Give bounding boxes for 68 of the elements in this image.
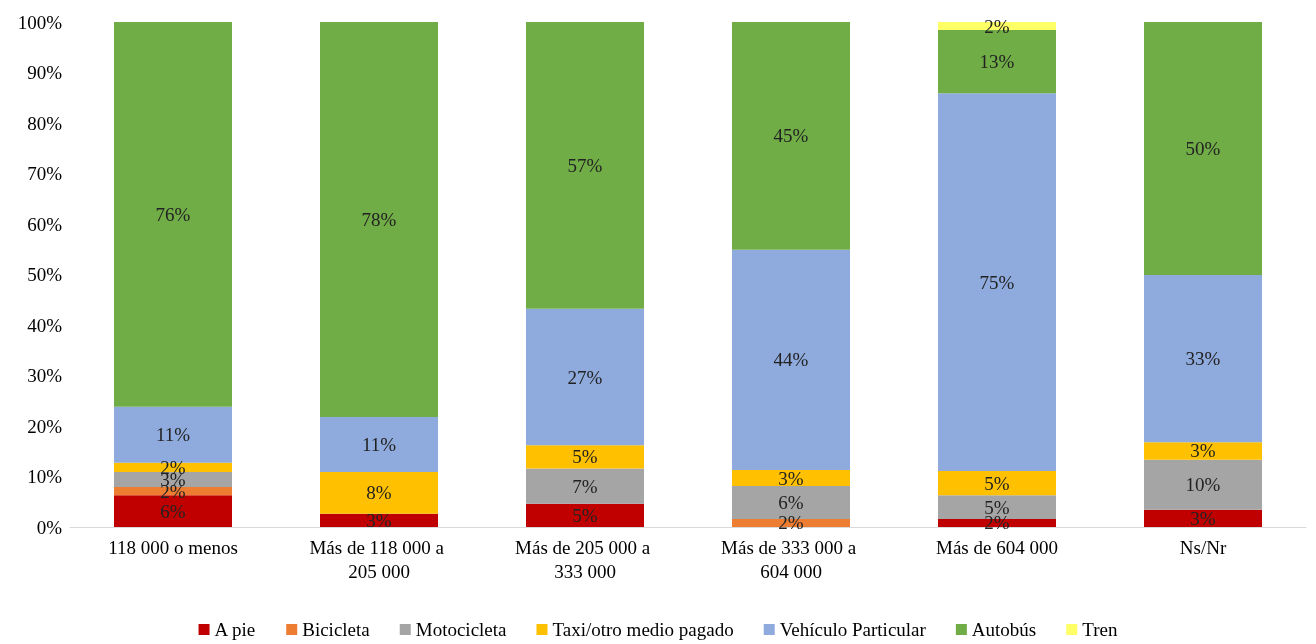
data-label: 3% [778, 467, 804, 489]
bar [114, 406, 232, 463]
data-label: 3% [1190, 507, 1216, 529]
y-tick-label: 30% [27, 365, 63, 386]
y-tick-label: 20% [27, 415, 63, 437]
bar [320, 471, 438, 514]
legend-label: Bicicleta [302, 619, 371, 640]
data-label: 45% [773, 125, 809, 147]
bar [1144, 442, 1262, 460]
data-label: 7% [572, 475, 598, 497]
data-label: 75% [979, 271, 1015, 293]
data-label: 78% [361, 208, 397, 230]
bar [938, 470, 1056, 496]
bar [1144, 509, 1262, 527]
legend-label: Taxi/otro medio pagado [552, 619, 734, 640]
data-label: 11% [361, 433, 397, 455]
data-label: 5% [984, 472, 1010, 494]
x-tick-label: Más de 604 000 [936, 536, 1058, 558]
legend-label: Tren [1082, 619, 1118, 640]
data-label: 10% [1185, 474, 1221, 496]
data-label: 57% [567, 154, 603, 176]
x-tick-label: Más de 333 000 a 604 000 [721, 536, 861, 582]
x-tick-label: Más de 205 000 a 333 000 [515, 536, 655, 582]
bar [938, 93, 1056, 471]
data-label: 33% [1185, 348, 1221, 370]
bar [526, 468, 644, 504]
bar [732, 249, 850, 470]
data-label: 5% [572, 504, 598, 526]
data-label: 6% [778, 492, 804, 514]
legend-label: Motocicleta [415, 619, 508, 640]
bar [526, 22, 644, 309]
data-label: 11% [155, 424, 191, 446]
y-tick-label: 80% [27, 112, 63, 134]
y-tick-label: 60% [27, 213, 63, 235]
data-label: 8% [366, 482, 392, 504]
data-label: 50% [1185, 138, 1221, 159]
bar [114, 22, 232, 407]
data-label: 27% [567, 366, 603, 388]
bar [526, 445, 644, 469]
bar [1144, 275, 1262, 443]
x-tick-label: 118 000 o menos [108, 536, 238, 558]
y-tick-label: 100% [17, 11, 63, 33]
y-tick-label: 0% [36, 516, 63, 538]
bar [732, 469, 850, 487]
bar [320, 22, 438, 417]
y-tick-label: 70% [27, 163, 63, 184]
y-tick-label: 40% [27, 314, 63, 336]
bar [320, 416, 438, 472]
y-tick-label: 90% [27, 62, 63, 83]
data-label: 76% [155, 203, 191, 225]
y-tick-label: 50% [27, 264, 63, 285]
legend-label: Vehículo Particular [779, 619, 927, 640]
data-label: 5% [572, 446, 598, 468]
y-tick-label: 10% [27, 466, 63, 487]
legend-label: Autobús [971, 619, 1037, 640]
data-label: 6% [160, 500, 186, 522]
legend-label: A pie [214, 619, 256, 640]
data-label: 3% [366, 509, 392, 531]
bar [526, 503, 644, 527]
bar [526, 308, 644, 446]
bar [732, 22, 850, 250]
bar [1144, 22, 1262, 276]
x-tick-label: Más de 118 000 a 205 000 [309, 536, 449, 582]
data-label: 13% [979, 51, 1015, 73]
data-label: 3% [1190, 440, 1216, 462]
bar [1144, 459, 1262, 510]
x-tick-label: Ns/Nr [1179, 536, 1227, 558]
data-label: 44% [773, 349, 809, 371]
